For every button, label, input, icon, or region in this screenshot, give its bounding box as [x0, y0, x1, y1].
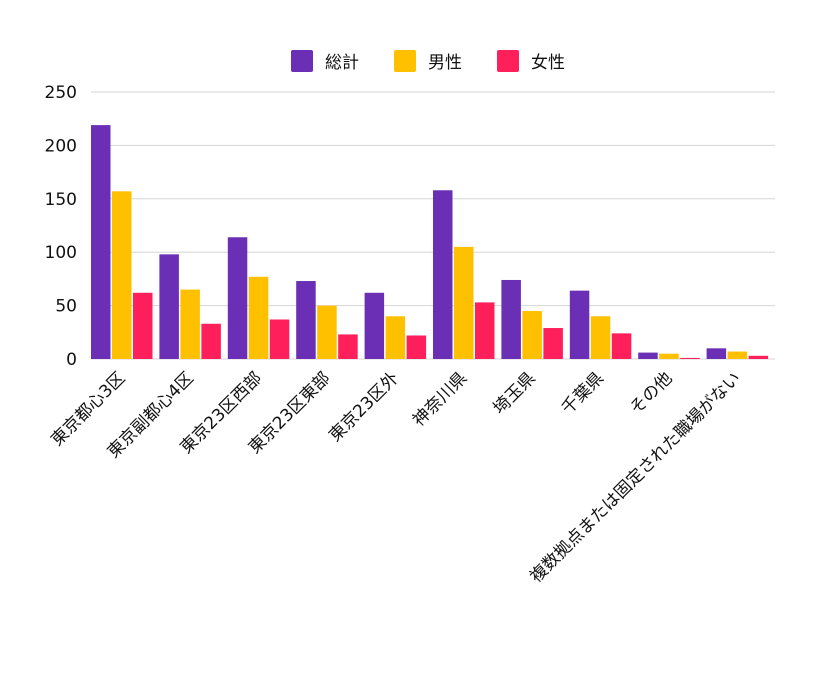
bars: [91, 125, 769, 359]
legend-swatch-男性: [394, 50, 416, 72]
x-tick-label: 神奈川県: [409, 368, 471, 430]
bar-総計-神奈川県: [433, 190, 453, 359]
y-tick-label: 100: [45, 243, 77, 263]
y-tick-label: 250: [45, 83, 77, 103]
bar-女性-東京都心3区: [133, 292, 153, 359]
legend-label-女性: 女性: [531, 53, 565, 73]
legend: 総計 男性 女性: [291, 50, 565, 73]
legend-swatch-総計: [291, 50, 313, 72]
bar-女性-複数拠点または固定された職場がない: [748, 355, 769, 359]
bar-男性-複数拠点または固定された職場がない: [727, 351, 748, 359]
y-tick-label: 200: [45, 136, 77, 156]
y-tick-label: 0: [66, 350, 77, 370]
y-axis: 0 50 100 150 200 250: [45, 83, 77, 370]
y-tick-label: 50: [55, 297, 77, 317]
legend-swatch-女性: [497, 50, 519, 72]
bar-男性-東京都心3区: [112, 191, 132, 359]
bar-総計-東京都心3区: [91, 125, 111, 359]
bar-男性-東京副都心4区: [180, 289, 200, 359]
bar-男性-その他: [659, 353, 679, 359]
bar-女性-千葉県: [611, 333, 632, 359]
bar-男性-東京23区東部: [317, 305, 337, 359]
bar-総計-東京23区西部: [227, 237, 248, 359]
x-tick-label: 千葉県: [558, 368, 608, 418]
bar-男性-東京23区西部: [248, 276, 269, 359]
bar-総計-東京副都心4区: [159, 254, 179, 359]
bar-女性-東京23区西部: [269, 319, 290, 359]
bar-男性-埼玉県: [522, 310, 542, 359]
y-tick-label: 150: [45, 190, 77, 210]
bar-女性-東京23区外: [406, 335, 427, 359]
bar-総計-東京23区外: [364, 292, 385, 359]
bar-男性-東京23区外: [385, 316, 406, 359]
bar-女性-東京23区東部: [338, 334, 358, 359]
legend-label-男性: 男性: [428, 53, 462, 73]
bar-総計-埼玉県: [501, 279, 521, 359]
x-tick-label: 東京23区外: [325, 368, 403, 446]
bar-総計-複数拠点または固定された職場がない: [706, 348, 727, 359]
legend-label-総計: 総計: [325, 53, 359, 73]
bar-総計-その他: [638, 352, 658, 359]
x-tick-label: その他: [626, 368, 676, 418]
bar-総計-千葉県: [569, 290, 590, 359]
x-tick-label: 埼玉県: [489, 368, 539, 418]
bar-女性-東京副都心4区: [201, 323, 221, 359]
bar-男性-神奈川県: [454, 246, 474, 359]
bar-女性-その他: [680, 357, 700, 359]
bar-総計-東京23区東部: [296, 281, 316, 359]
bar-男性-千葉県: [590, 316, 611, 359]
bar-女性-埼玉県: [543, 328, 563, 359]
bar-女性-神奈川県: [475, 302, 495, 359]
